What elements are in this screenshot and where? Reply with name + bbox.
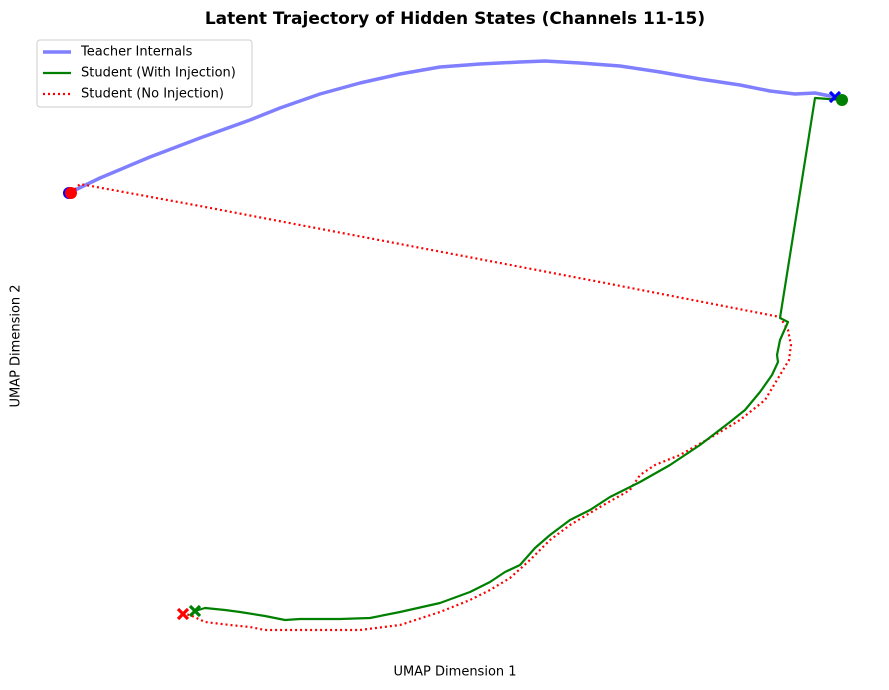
series-line [68,59,836,195]
legend-frame [36,39,253,108]
start-marker [65,187,77,199]
legend: Teacher Internals Student (With Injection… [36,39,253,108]
end-marker [188,604,202,618]
end-marker [176,607,190,621]
y-axis-label: UMAP Dimension 2 [9,284,24,407]
legend-label: Student (With Injection) [81,66,236,81]
series-line [70,182,793,632]
chart-title: Latent Trajectory of Hidden States (Chan… [205,9,705,29]
legend-label: Teacher Internals [80,45,193,60]
series-line [194,96,843,622]
legend-label: Student (No Injection) [81,87,224,102]
x-axis-label: UMAP Dimension 1 [393,665,516,680]
start-marker [836,94,848,106]
